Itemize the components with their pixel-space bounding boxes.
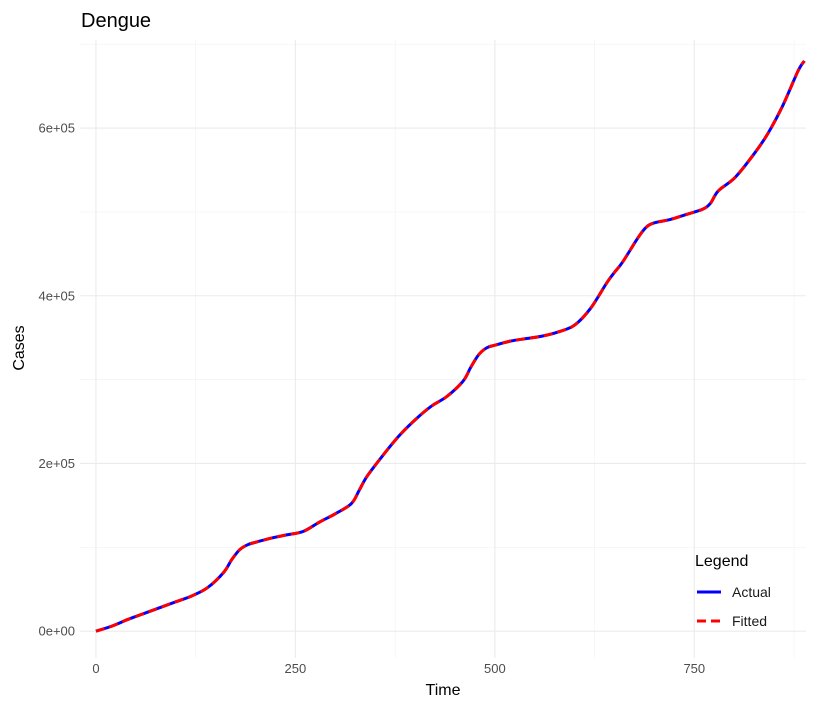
chart-title: Dengue xyxy=(81,10,151,32)
legend-label-fitted: Fitted xyxy=(732,613,767,629)
y-tick-label: 6e+05 xyxy=(38,121,75,136)
series-line-actual xyxy=(95,60,806,633)
x-tick-label: 0 xyxy=(92,661,99,676)
legend: Legend Actual Fitted xyxy=(695,553,771,629)
y-tick-label: 2e+05 xyxy=(38,456,75,471)
y-tick-label: 4e+05 xyxy=(38,288,75,303)
x-tick-label: 750 xyxy=(683,661,705,676)
y-axis-title: Cases xyxy=(11,325,28,370)
series-layer xyxy=(95,60,806,633)
y-tick-label: 0e+00 xyxy=(38,624,75,639)
minor-gridlines xyxy=(80,40,806,658)
x-axis-title: Time xyxy=(426,682,461,699)
x-tick-label: 250 xyxy=(285,661,307,676)
major-gridlines xyxy=(80,40,806,658)
legend-title: Legend xyxy=(695,553,748,570)
series-line-fitted xyxy=(95,60,806,633)
y-axis-ticks: 0e+00 2e+05 4e+05 6e+05 xyxy=(38,121,75,639)
x-tick-label: 500 xyxy=(484,661,506,676)
legend-label-actual: Actual xyxy=(732,584,771,600)
x-axis-ticks: 0 250 500 750 xyxy=(92,661,705,676)
